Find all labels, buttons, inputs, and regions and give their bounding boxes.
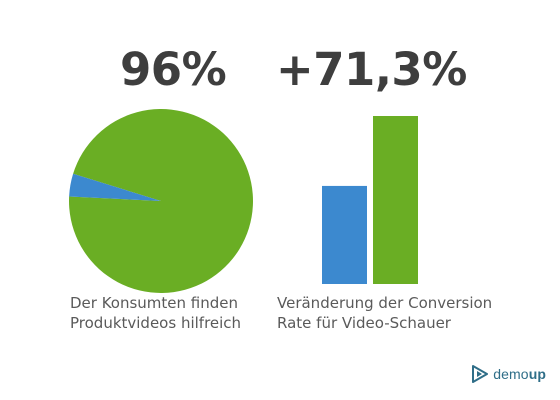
pie-slice-minor [69, 173, 161, 201]
bar-chart [322, 116, 418, 284]
stat-96-percent: 96% [120, 43, 227, 96]
play-triangle-icon [472, 365, 489, 383]
demoup-logo: demoup [472, 364, 546, 384]
logo-text-main: demo [493, 366, 529, 382]
bar-caption: Veränderung der Conversion Rate für Vide… [277, 294, 493, 333]
stat-conversion-change: +71,3% [276, 43, 467, 96]
pie-slice-major [68, 108, 253, 294]
bar-after [373, 116, 418, 284]
pie-caption: Der Konsumten finden Produktvideos hilfr… [70, 294, 242, 333]
logo-wordmark: demoup [493, 366, 546, 382]
logo-text-accent: up [528, 366, 546, 382]
pie-chart [68, 108, 253, 294]
bar-before [322, 185, 367, 284]
